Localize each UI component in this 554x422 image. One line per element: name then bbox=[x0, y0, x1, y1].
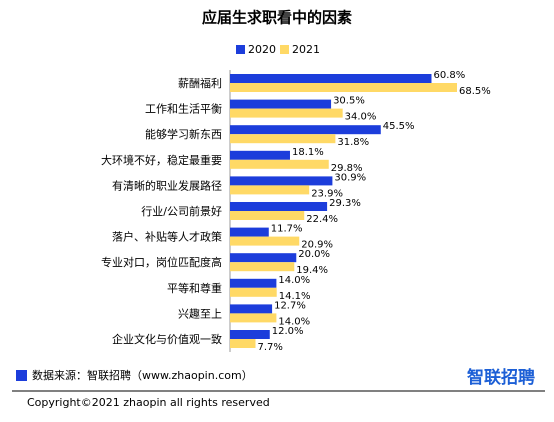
category-label: 工作和生活平衡 bbox=[145, 102, 222, 116]
category-label: 企业文化与价值观一致 bbox=[112, 332, 222, 346]
value-label: 45.5% bbox=[383, 121, 415, 132]
bar bbox=[230, 211, 305, 220]
source: 数据来源：智联招聘（www.zhaopin.com） bbox=[32, 368, 253, 382]
bar bbox=[230, 176, 333, 186]
bar bbox=[230, 125, 381, 135]
copyright: Copyright©2021 zhaopin all rights reserv… bbox=[27, 396, 270, 409]
bar bbox=[230, 287, 277, 297]
category-label: 专业对口，岗位匹配度高 bbox=[101, 255, 222, 269]
bar bbox=[230, 83, 457, 92]
category-label: 平等和尊重 bbox=[167, 281, 222, 295]
bar bbox=[230, 134, 336, 144]
value-label: 19.4% bbox=[296, 265, 328, 276]
bar bbox=[230, 278, 277, 288]
value-label: 68.5% bbox=[459, 86, 491, 97]
value-label: 31.8% bbox=[337, 137, 369, 148]
value-label: 20.0% bbox=[298, 249, 330, 260]
value-label: 14.0% bbox=[278, 316, 310, 327]
bar bbox=[230, 185, 310, 195]
value-label: 29.3% bbox=[329, 198, 361, 209]
category-label: 落户、补贴等人才政策 bbox=[112, 230, 222, 244]
chart-title: 应届生求职看中的因素 bbox=[202, 9, 352, 27]
bar bbox=[230, 150, 290, 160]
value-label: 7.7% bbox=[258, 342, 283, 353]
value-label: 60.8% bbox=[433, 70, 465, 81]
value-label: 23.9% bbox=[311, 188, 343, 199]
bar bbox=[230, 339, 256, 348]
bar bbox=[230, 227, 269, 237]
category-label: 行业/公司前景好 bbox=[141, 204, 222, 218]
value-label: 14.1% bbox=[279, 291, 311, 302]
bar bbox=[230, 262, 295, 272]
legend-label: 2020 bbox=[248, 43, 276, 56]
category-label: 大环境不好，稳定最重要 bbox=[101, 153, 222, 167]
value-label: 29.8% bbox=[331, 163, 363, 174]
brand-logo: 智联招聘 bbox=[467, 367, 535, 388]
bar bbox=[230, 253, 297, 263]
value-label: 20.9% bbox=[301, 240, 333, 251]
value-label: 11.7% bbox=[271, 224, 303, 235]
value-label: 30.5% bbox=[333, 96, 365, 107]
value-label: 34.0% bbox=[345, 112, 377, 123]
value-label: 30.9% bbox=[334, 172, 366, 183]
source-icon bbox=[16, 370, 27, 381]
legend-swatch bbox=[236, 45, 245, 54]
legend-label: 2021 bbox=[292, 43, 320, 56]
bar bbox=[230, 202, 328, 211]
bar bbox=[230, 313, 277, 323]
legend-swatch bbox=[280, 45, 289, 54]
value-label: 18.1% bbox=[292, 147, 324, 158]
bar bbox=[230, 236, 300, 246]
value-label: 14.0% bbox=[278, 275, 310, 286]
bar bbox=[230, 74, 432, 83]
bar bbox=[230, 304, 273, 314]
category-label: 薪酬福利 bbox=[178, 76, 222, 90]
bar bbox=[230, 108, 343, 118]
category-label: 能够学习新东西 bbox=[145, 127, 222, 141]
bar bbox=[230, 99, 332, 109]
bar bbox=[230, 330, 270, 339]
bar bbox=[230, 159, 329, 169]
value-label: 12.7% bbox=[274, 300, 306, 311]
category-label: 兴趣至上 bbox=[178, 306, 222, 320]
value-label: 12.0% bbox=[272, 326, 304, 337]
value-label: 22.4% bbox=[306, 214, 338, 225]
category-label: 有清晰的职业发展路径 bbox=[112, 178, 222, 192]
